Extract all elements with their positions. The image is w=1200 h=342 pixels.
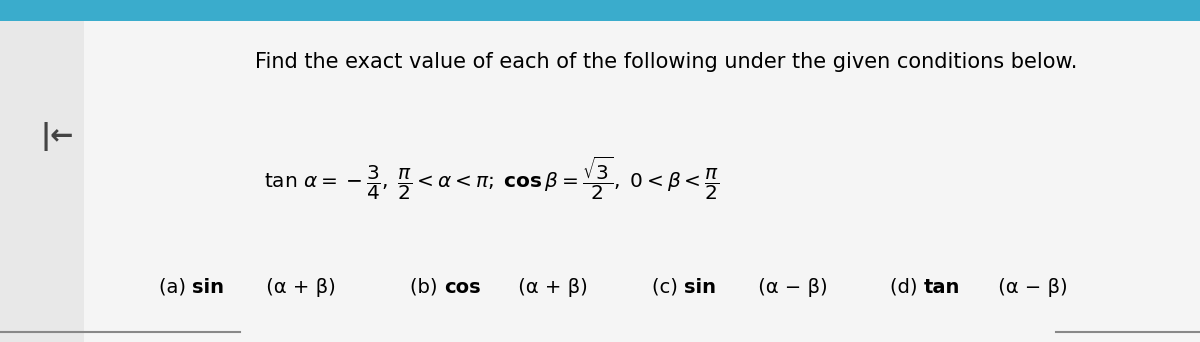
Text: (α + β): (α + β): [260, 278, 336, 297]
Text: sin: sin: [192, 278, 224, 297]
Text: sin: sin: [684, 278, 716, 297]
Text: (d): (d): [890, 278, 924, 297]
Text: $\tan\,\alpha = -\dfrac{3}{4},\;\dfrac{\pi}{2} < \alpha < \pi;\;\mathbf{cos}\,\b: $\tan\,\alpha = -\dfrac{3}{4},\;\dfrac{\…: [264, 154, 720, 201]
Text: |←: |←: [41, 122, 74, 151]
Text: (α + β): (α + β): [512, 278, 588, 297]
Text: (b): (b): [410, 278, 444, 297]
Text: (α − β): (α − β): [752, 278, 828, 297]
Text: (c): (c): [652, 278, 684, 297]
Text: (α − β): (α − β): [992, 278, 1068, 297]
Text: tan: tan: [924, 278, 960, 297]
Text: (a): (a): [158, 278, 192, 297]
Text: Find the exact value of each of the following under the given conditions below.: Find the exact value of each of the foll…: [254, 52, 1078, 71]
Text: cos: cos: [444, 278, 481, 297]
Bar: [0, 0, 1200, 21]
